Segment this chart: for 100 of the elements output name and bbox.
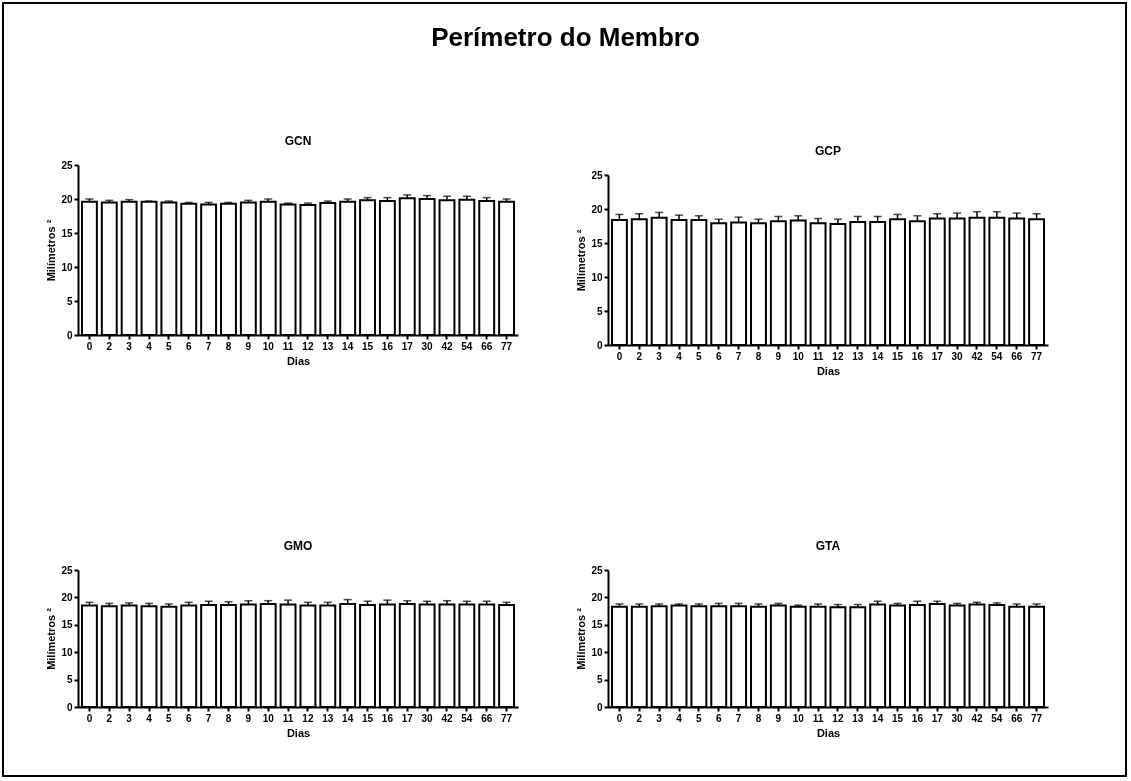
x-tick-label: 0 [616,350,623,362]
x-tick-label: 77 [1031,712,1043,724]
x-tick-label: 30 [951,350,964,362]
x-tick-label: 9 [245,340,252,352]
x-tick-label: 42 [971,712,983,724]
x-tick-label: 3 [126,712,133,724]
y-tick-label: 10 [591,646,603,658]
y-tick-label: 15 [61,227,73,239]
x-tick-label: 8 [225,712,232,724]
x-tick-label: 7 [205,340,212,352]
x-tick-label: 13 [322,712,334,724]
y-tick-label: 0 [66,329,73,341]
x-tick-label: 11 [282,712,294,724]
x-tick-label: 66 [1011,712,1023,724]
x-tick-label: 66 [481,340,493,352]
y-tick-label: 15 [591,619,603,631]
x-tick-label: 77 [501,340,513,352]
x-tick-label: 77 [1031,350,1043,362]
x-tick-label: 2 [636,350,643,362]
x-tick-label: 15 [891,712,904,724]
x-tick-label: 17 [401,340,414,352]
x-tick-label: 30 [951,712,964,724]
x-tick-label: 5 [696,350,703,362]
y-tick-label: 10 [61,261,73,273]
y-tick-label: 20 [591,203,603,215]
x-axis-title: Dias [286,726,311,739]
x-tick-label: 12 [302,712,314,724]
y-tick-label: 20 [61,193,73,205]
x-tick-label: 30 [421,340,434,352]
x-tick-label: 9 [775,712,782,724]
y-tick-label: 10 [61,646,73,658]
x-tick-label: 3 [126,340,133,352]
x-axis-title: Dias [816,726,841,739]
y-tick-label: 0 [66,701,73,713]
x-tick-label: 15 [891,350,904,362]
x-tick-label: 12 [302,340,314,352]
x-tick-label: 4 [676,350,683,362]
x-tick-label: 15 [361,712,374,724]
x-tick-label: 6 [185,340,192,352]
x-tick-label: 77 [501,712,513,724]
x-tick-label: 42 [971,350,983,362]
y-tick-label: 25 [591,169,603,181]
x-tick-label: 6 [185,712,192,724]
x-tick-label: 16 [911,712,924,724]
y-tick-label: 20 [591,591,603,603]
x-tick-label: 6 [715,712,722,724]
x-tick-label: 10 [262,712,275,724]
y-axis-title: Milímetros ² [575,229,588,292]
x-tick-label: 0 [86,340,93,352]
chart-title: GCN [284,134,312,148]
x-tick-label: 10 [792,712,805,724]
y-axis-title: Milímetros ² [45,219,58,282]
x-tick-label: 8 [755,350,762,362]
x-tick-label: 3 [656,350,663,362]
y-tick-label: 20 [61,591,73,603]
x-tick-label: 5 [696,712,703,724]
y-tick-label: 25 [61,159,73,171]
y-tick-label: 15 [61,619,73,631]
x-tick-label: 54 [461,340,473,352]
y-tick-label: 5 [596,674,603,686]
x-tick-label: 17 [931,350,944,362]
x-tick-label: 12 [832,712,844,724]
x-tick-label: 10 [262,340,275,352]
x-tick-label: 42 [441,712,453,724]
y-axis-title: Milímetros ² [575,607,588,670]
text: Perímetro do Membro [430,22,701,53]
x-tick-label: 54 [991,350,1003,362]
chart-title: GTA [815,539,841,553]
x-tick-label: 7 [205,712,212,724]
x-tick-label: 11 [812,712,824,724]
x-tick-label: 17 [401,712,414,724]
x-tick-label: 4 [146,712,153,724]
x-tick-label: 16 [381,340,394,352]
y-tick-label: 25 [591,564,603,576]
y-axis-title: Milímetros ² [45,607,58,670]
y-tick-label: 15 [591,237,603,249]
x-tick-label: 66 [1011,350,1023,362]
x-tick-label: 17 [931,712,944,724]
x-tick-label: 11 [282,340,294,352]
x-axis-title: Dias [286,354,311,367]
x-tick-label: 4 [146,340,153,352]
x-tick-label: 9 [775,350,782,362]
x-tick-label: 66 [481,712,493,724]
x-tick-label: 14 [872,712,884,724]
y-tick-label: 5 [66,295,73,307]
x-tick-label: 30 [421,712,434,724]
chart-title: GCP [814,144,842,158]
x-tick-label: 0 [86,712,93,724]
x-tick-label: 14 [342,340,354,352]
x-tick-label: 0 [616,712,623,724]
x-tick-label: 13 [852,350,864,362]
x-tick-label: 2 [636,712,643,724]
x-tick-label: 12 [832,350,844,362]
y-tick-label: 5 [596,305,603,317]
x-tick-label: 16 [381,712,394,724]
y-tick-label: 25 [61,564,73,576]
x-tick-label: 16 [911,350,924,362]
x-tick-label: 15 [361,340,374,352]
x-tick-label: 5 [166,340,173,352]
x-axis-title: Dias [816,364,841,377]
